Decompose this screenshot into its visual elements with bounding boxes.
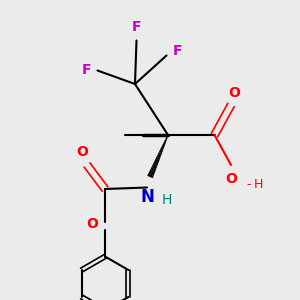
- Text: F: F: [132, 20, 141, 34]
- Text: F: F: [173, 44, 183, 58]
- Text: - H: - H: [247, 178, 263, 190]
- Text: N: N: [140, 188, 154, 206]
- Text: O: O: [86, 217, 98, 230]
- Text: O: O: [225, 172, 237, 186]
- Text: O: O: [228, 85, 240, 100]
- Text: H: H: [161, 194, 172, 208]
- Text: O: O: [76, 145, 88, 159]
- Text: F: F: [81, 64, 91, 77]
